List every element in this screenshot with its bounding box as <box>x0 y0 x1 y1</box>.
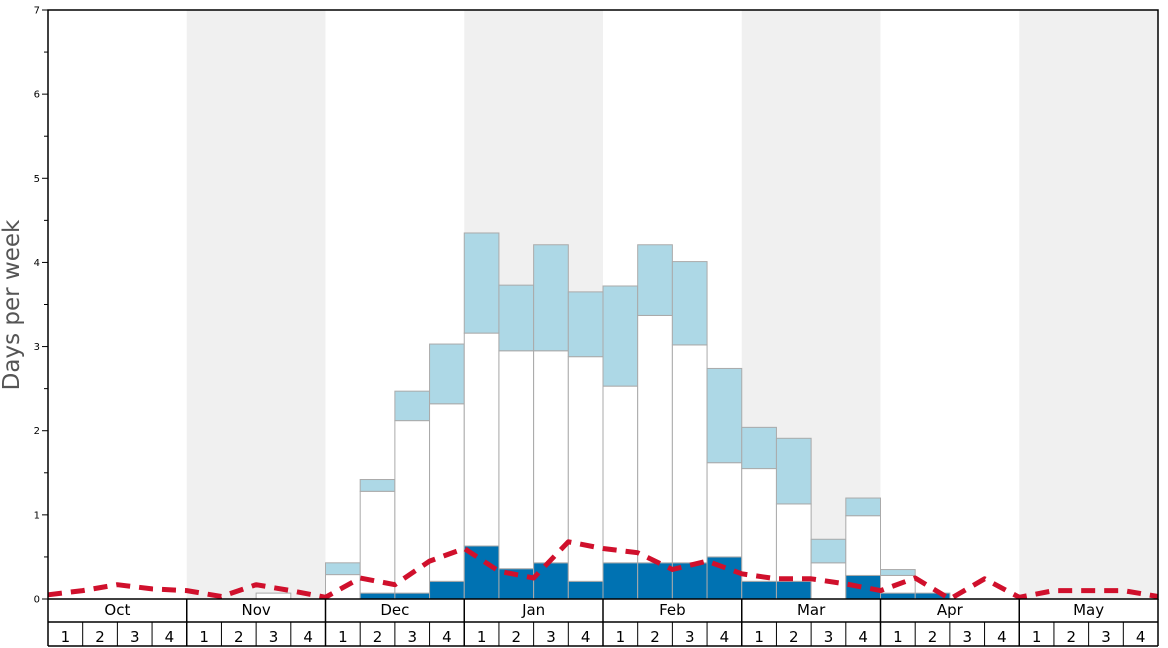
y-tick-label: 2 <box>34 426 40 437</box>
bar-light-week-19 <box>671 261 708 346</box>
week-label: 3 <box>407 628 417 646</box>
bar-dark-week-25 <box>880 592 916 600</box>
week-label: 2 <box>512 628 522 646</box>
month-label-dec: Dec <box>380 601 409 619</box>
bar-light-week-11 <box>394 390 431 422</box>
bar-white-week-22 <box>775 503 812 582</box>
bar-white-week-20 <box>706 462 743 558</box>
stacked-bars <box>255 232 951 600</box>
week-label: 3 <box>824 628 834 646</box>
bar-dark-week-16 <box>567 580 604 600</box>
y-tick-label: 6 <box>34 90 40 101</box>
week-label: 4 <box>1136 628 1146 646</box>
week-label: 2 <box>234 628 244 646</box>
bar-dark-week-21 <box>741 580 777 600</box>
week-label: 4 <box>720 628 730 646</box>
bar-dark-week-15 <box>533 562 569 600</box>
average-line <box>47 539 1159 602</box>
month-label-apr: Apr <box>937 601 964 619</box>
y-tick-label: 5 <box>34 174 40 185</box>
week-label: 3 <box>269 628 279 646</box>
y-tick-label: 1 <box>34 510 40 521</box>
week-label: 4 <box>581 628 591 646</box>
bar-white-week-17 <box>602 385 639 564</box>
bar-light-week-15 <box>533 244 569 352</box>
bar-dark-week-10 <box>359 592 396 600</box>
bar-dark-week-17 <box>602 562 639 600</box>
bar-light-week-22 <box>775 437 812 505</box>
week-label: 3 <box>685 628 695 646</box>
bar-light-week-10 <box>359 479 396 492</box>
bar-dark-week-11 <box>394 592 431 600</box>
bar-white-week-13 <box>463 332 500 547</box>
week-label: 1 <box>754 628 764 646</box>
month-label-feb: Feb <box>659 601 686 619</box>
week-label: 1 <box>893 628 903 646</box>
y-tick-label: 3 <box>34 342 40 353</box>
week-label: 4 <box>165 628 175 646</box>
bar-white-week-12 <box>429 403 465 582</box>
week-label: 3 <box>1101 628 1111 646</box>
average-line-path <box>47 539 1159 602</box>
week-label: 2 <box>789 628 799 646</box>
bar-light-week-16 <box>567 291 604 358</box>
week-label: 4 <box>442 628 452 646</box>
bar-light-week-18 <box>637 244 673 316</box>
week-label: 4 <box>858 628 868 646</box>
week-label: 3 <box>962 628 972 646</box>
month-label-mar: Mar <box>797 601 826 619</box>
week-label: 1 <box>338 628 348 646</box>
y-tick-label: 0 <box>34 595 40 606</box>
week-label: 1 <box>199 628 209 646</box>
bar-light-week-21 <box>741 426 777 470</box>
bar-light-week-13 <box>463 232 500 334</box>
bar-white-week-24 <box>845 515 881 576</box>
week-label: 2 <box>650 628 660 646</box>
bar-light-week-14 <box>498 284 535 352</box>
y-axis-label: Days per week <box>0 219 25 390</box>
bar-white-week-18 <box>637 314 673 564</box>
bar-white-week-7 <box>255 592 292 600</box>
month-label-nov: Nov <box>241 601 270 619</box>
y-tick-label: 7 <box>34 6 40 17</box>
bar-light-week-17 <box>602 285 639 387</box>
month-band-nov <box>186 10 326 599</box>
bar-light-week-23 <box>810 538 847 564</box>
week-label: 1 <box>477 628 487 646</box>
y-tick-label: 4 <box>34 258 40 269</box>
bar-light-week-12 <box>429 343 465 405</box>
bar-white-week-19 <box>671 344 708 564</box>
week-label: 4 <box>997 628 1007 646</box>
y-axis: 0 1 2 3 4 5 6 7 <box>34 6 48 606</box>
week-label: 1 <box>1032 628 1042 646</box>
week-label: 2 <box>928 628 938 646</box>
bar-light-week-24 <box>845 497 881 517</box>
bar-dark-week-22 <box>775 580 812 600</box>
week-label: 4 <box>303 628 313 646</box>
bar-white-week-21 <box>741 468 777 582</box>
week-label: 3 <box>546 628 556 646</box>
bar-dark-week-12 <box>429 580 465 600</box>
bar-white-week-14 <box>498 350 535 570</box>
bar-white-week-10 <box>359 490 396 594</box>
month-band-may <box>1019 10 1158 599</box>
week-label: 1 <box>616 628 626 646</box>
bar-light-week-20 <box>706 367 743 464</box>
month-label-oct: Oct <box>104 601 130 619</box>
week-label: 1 <box>61 628 71 646</box>
month-label-jan: Jan <box>521 601 545 619</box>
week-label: 2 <box>373 628 383 646</box>
bar-light-week-25 <box>880 569 916 576</box>
week-label: 2 <box>95 628 105 646</box>
x-axis: Oct 1 2 3 4 Nov 1 2 3 4 Dec 1 2 3 4 Jan 1 2 3 4 Feb 1 2 3 4 Mar 1 2… <box>47 599 1159 647</box>
bar-light-week-9 <box>325 562 361 576</box>
month-label-may: May <box>1073 601 1104 619</box>
bar-white-week-15 <box>533 350 569 564</box>
week-label: 2 <box>1067 628 1077 646</box>
week-label: 3 <box>130 628 140 646</box>
bar-dark-week-18 <box>637 562 673 600</box>
